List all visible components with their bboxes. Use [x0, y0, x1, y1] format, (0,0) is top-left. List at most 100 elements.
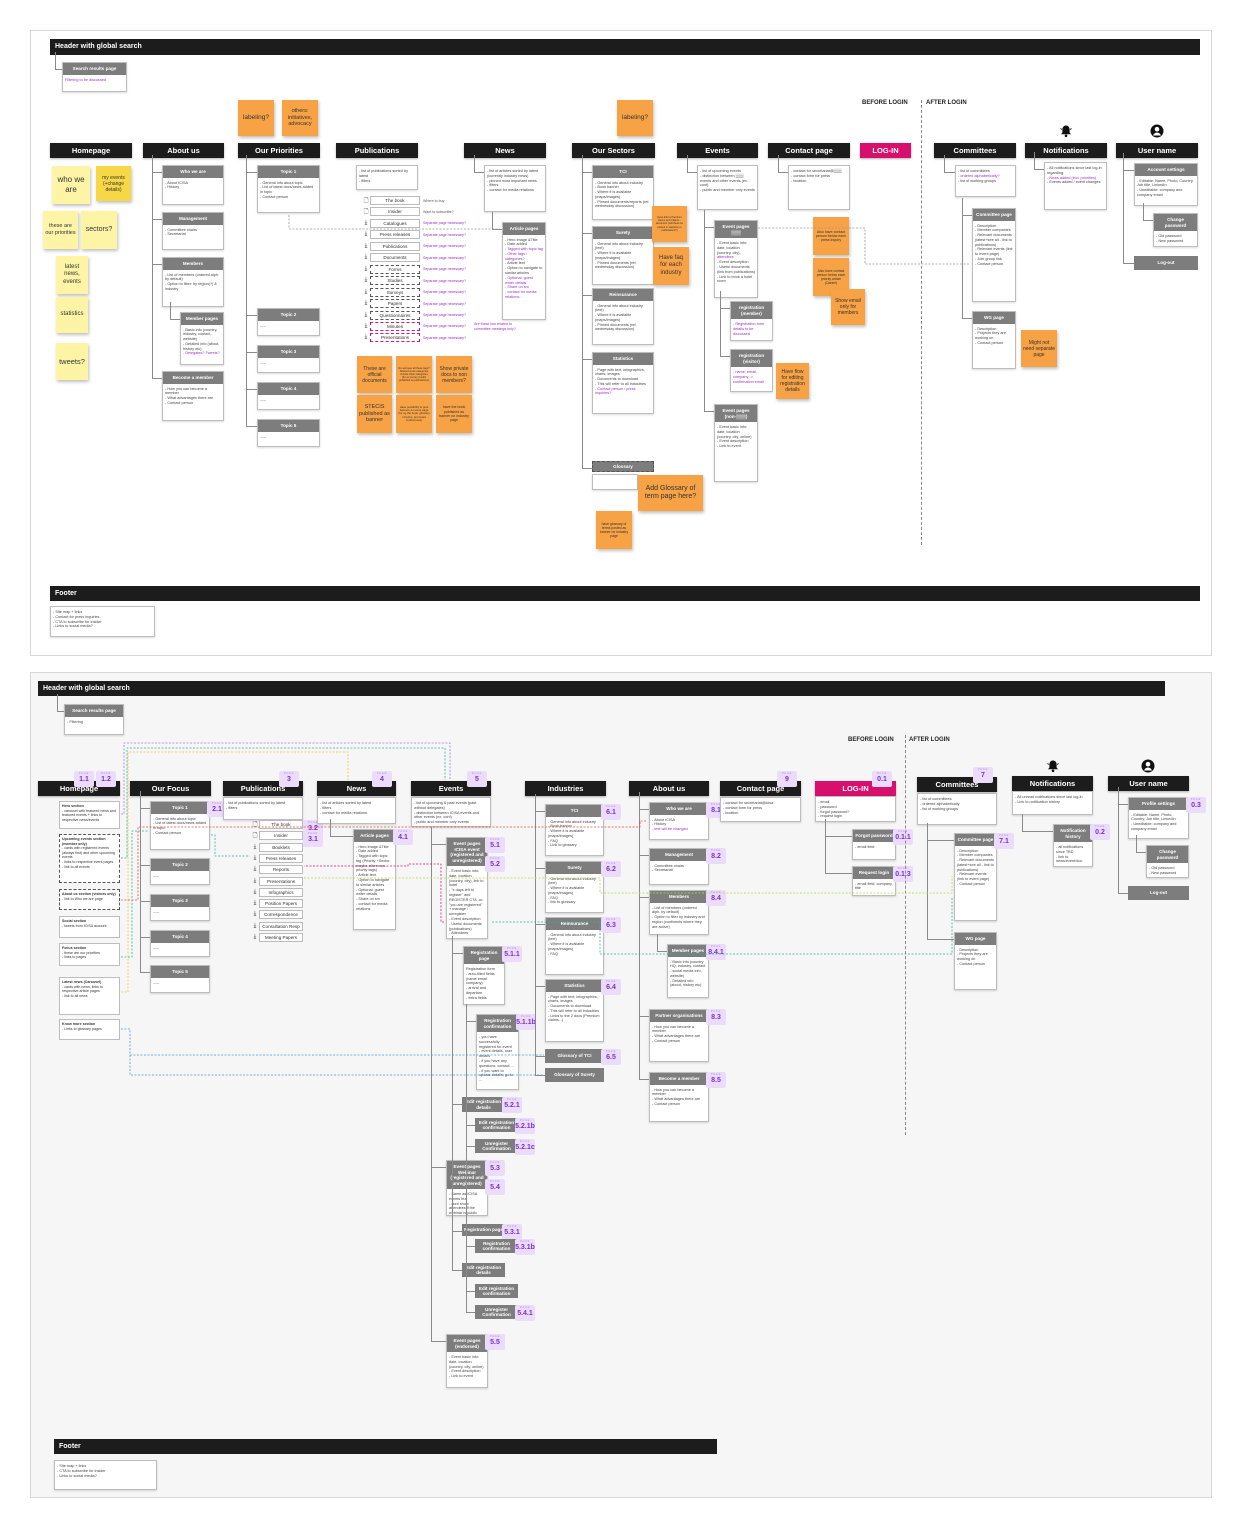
text-line: - list of working groups — [920, 806, 958, 811]
page-badge-number: 8.5 — [711, 1077, 721, 1084]
page-badge-label: PAGE — [710, 1073, 722, 1076]
publication-item: ⤓ Booklets — [251, 842, 303, 852]
page-badge-number: 0.3 — [1191, 802, 1201, 809]
tree-connector — [466, 1291, 475, 1292]
description-body: - contact for secretariat@▒▒▒ - contact f… — [789, 166, 849, 186]
page-description: - Event basic info: date, location (coun… — [715, 422, 757, 452]
publication-item: ⤓ Forms Separate page necessary? — [362, 264, 466, 274]
text-line: - Events added / event changes — [1047, 180, 1101, 185]
text-line: - list of working groups — [958, 178, 996, 183]
page-badge-label: PAGE — [605, 805, 617, 808]
text-line: - Description — [957, 947, 979, 952]
tree-connector — [492, 229, 502, 230]
description-body: - list of committees - ordered alphabetic… — [956, 166, 1015, 186]
note-line: - Contact person / press inquiries? — [595, 386, 636, 396]
page-node-lg-forgot: Forgot password - email field — [852, 829, 896, 860]
page-description: - Event basic info: date, location (coun… — [447, 1352, 487, 1382]
text-line: - Filtering — [67, 719, 83, 724]
page-title: Event pages ICISA event (registered and … — [447, 838, 487, 866]
text-line: - Where it is available (maps/images) — [548, 886, 585, 895]
section-title: About us section (visitors only) — [62, 892, 116, 896]
page-badge-number: 5.1.1b — [516, 1019, 536, 1026]
page-badge: PAGE 5.3.1 — [502, 1224, 522, 1240]
text-line: - contact for media relations — [356, 902, 388, 911]
publication-item-note: Separate page necessary? — [423, 244, 466, 249]
text-line: - Link to notification history — [1015, 799, 1060, 804]
page-title: Become a member — [650, 1073, 708, 1085]
publication-item: ⤓ Infographics — [251, 887, 303, 897]
download-icon: ⤓ — [364, 322, 368, 329]
sticky-note: Have link to Premium claims and Claims..… — [652, 206, 687, 242]
tree-trunk — [246, 155, 247, 427]
tree-trunk — [1143, 203, 1144, 221]
page-badge: PAGE 4 — [372, 771, 392, 787]
text-line: - contact form for press — [791, 173, 831, 178]
text-line: - event details, user details — [479, 1049, 513, 1059]
tree-connector — [720, 356, 730, 357]
publication-item: 🗋 The book Where to buy — [362, 196, 444, 205]
publication-item-label: Surveys — [370, 287, 420, 297]
tree-connector — [466, 1312, 475, 1313]
text-line: - All notifications since last log-in re… — [1047, 166, 1102, 175]
page-badge: PAGE 5.2.1b — [515, 1118, 535, 1134]
page-description: ----- — [151, 871, 209, 882]
download-icon: ⤓ — [253, 888, 257, 895]
text-line: - General info about topic — [260, 180, 303, 185]
page-badge-label: PAGE — [710, 1010, 722, 1013]
page-badge: PAGE 6.5 — [601, 1049, 621, 1065]
description-body: - list of upcoming events - distinction b… — [698, 166, 757, 196]
page-badge-label: PAGE — [710, 849, 722, 852]
download-icon: ⤓ — [364, 265, 368, 272]
text-line: - public and member only events — [700, 188, 755, 193]
page-node-in-gsur: Glossary of Surety — [545, 1068, 604, 1082]
page-badge: PAGE 3 — [279, 771, 299, 787]
tree-connector — [704, 411, 714, 412]
page-description: - Page with text, infographics, charts, … — [546, 992, 603, 1027]
page-node-ev-unreg1: Unregister Confirmation — [475, 1139, 518, 1153]
page-badge: PAGE 3.1 — [303, 831, 323, 848]
text-line: - Link to event — [449, 1374, 473, 1379]
page-badge-label: PAGE — [781, 772, 793, 775]
page-node-ab-mem: Members - List of members (ordered alph. … — [649, 890, 709, 935]
tree-connector — [431, 1341, 446, 1342]
page-badge-label: PAGE — [876, 772, 888, 775]
page-badge: PAGE 0.2 — [1090, 824, 1110, 840]
sticky-note: Might not need separate page — [1021, 330, 1057, 367]
text-line: - Member companies — [975, 228, 1011, 233]
page-description: - About ICISA - History — [163, 178, 223, 194]
page-badge: PAGE 8.5 — [706, 1072, 726, 1088]
page-node-ev-end: Event pages (endorsed) - Event basic info… — [446, 1334, 488, 1388]
page-node-u-pw: Change password - Old password - New passw… — [1146, 845, 1189, 878]
text-line: - Description — [975, 223, 997, 228]
publication-item: ⤓ Minutes Separate page necessary? — [362, 321, 466, 331]
text-line: - Link to book a hotel room — [717, 274, 753, 284]
description-body — [593, 475, 637, 481]
tree-connector — [152, 378, 162, 379]
publication-item: 🗋 Insider — [251, 831, 303, 841]
page-title: Account settings — [1135, 164, 1197, 176]
tree-trunk — [825, 819, 826, 874]
description-body: - email - password - forgot password? - req… — [816, 797, 895, 821]
page-badge-label: PAGE — [100, 772, 112, 775]
text-line: - Description — [957, 848, 979, 853]
tree-trunk — [657, 934, 658, 952]
user-icon — [1150, 124, 1164, 138]
page-title: Article pages — [503, 223, 545, 235]
page-node-ab-mempg: Member pages - Basic info (country HQ, in… — [667, 944, 709, 998]
page-badge-label: PAGE — [520, 1015, 532, 1018]
page-badge: PAGE 9 — [777, 771, 797, 787]
text-line: - filters — [487, 183, 499, 188]
text-line: - This will refer to all industries — [595, 381, 646, 386]
bell-icon — [1059, 124, 1073, 138]
text-line: - All unread notifications since last lo… — [1015, 795, 1083, 799]
text-line: ----- — [260, 360, 267, 365]
tree-trunk — [1034, 152, 1035, 170]
text-line: - link to Who we are page — [62, 896, 103, 901]
description-box-footer-box: - Site map + links - Contact for press in… — [50, 606, 155, 637]
description-body: - list of articles sorted by latest (cur… — [485, 166, 545, 196]
text-line: ----- — [260, 323, 267, 328]
tree-connector — [657, 951, 667, 952]
text-line: - List of members (ordered alph. by defa… — [165, 272, 220, 282]
tree-connector — [778, 172, 788, 173]
publication-item: ⤓ Presentations — [251, 876, 303, 886]
